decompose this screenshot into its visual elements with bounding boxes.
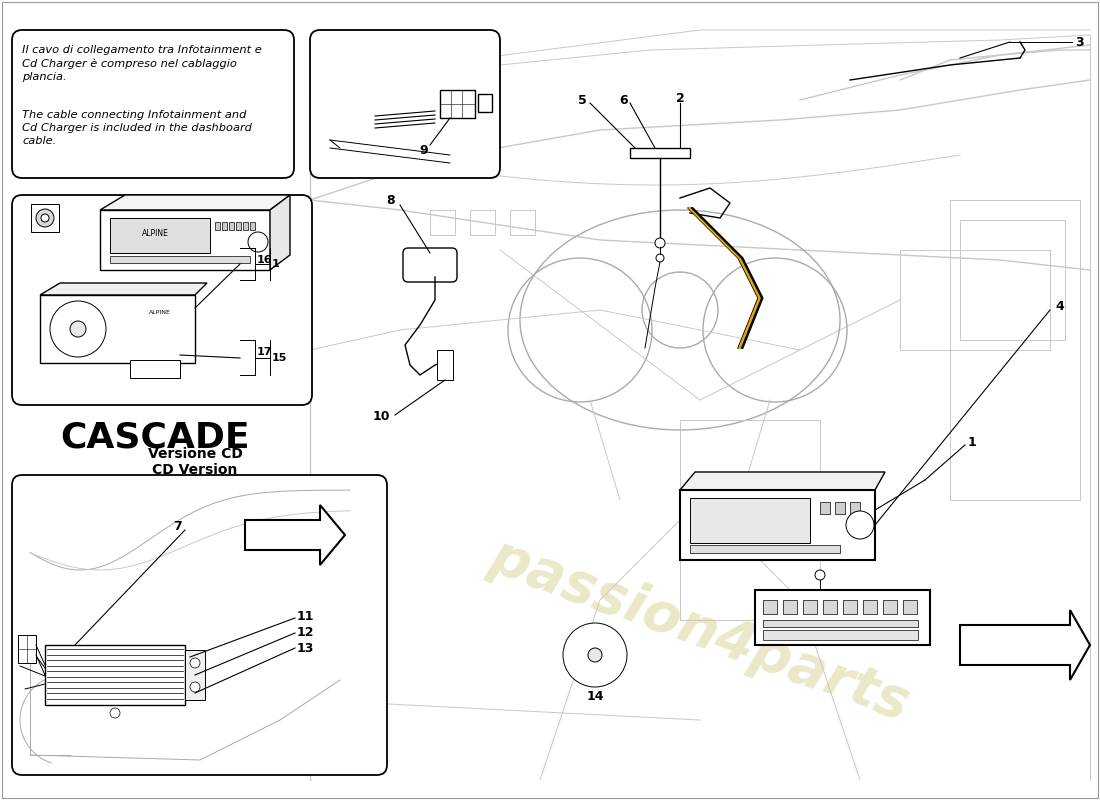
Bar xyxy=(18,635,36,663)
Bar xyxy=(763,630,918,640)
Text: ALPINE: ALPINE xyxy=(150,310,170,315)
Text: 11: 11 xyxy=(297,610,315,623)
Text: 16: 16 xyxy=(257,255,273,265)
Bar xyxy=(440,90,475,118)
Text: 10: 10 xyxy=(373,410,390,423)
Text: 14: 14 xyxy=(586,690,604,703)
Circle shape xyxy=(36,209,54,227)
Bar xyxy=(843,600,857,614)
Circle shape xyxy=(588,648,602,662)
Bar xyxy=(31,204,59,232)
Circle shape xyxy=(815,570,825,580)
Circle shape xyxy=(190,658,200,668)
Text: 9: 9 xyxy=(419,143,428,157)
FancyBboxPatch shape xyxy=(12,475,387,775)
Bar xyxy=(243,222,248,230)
Polygon shape xyxy=(100,195,290,210)
Bar xyxy=(110,256,250,263)
Bar xyxy=(470,210,495,235)
Bar xyxy=(630,148,690,158)
Circle shape xyxy=(110,708,120,718)
Bar xyxy=(835,502,845,514)
Bar xyxy=(510,210,535,235)
Circle shape xyxy=(656,254,664,262)
Bar xyxy=(803,600,817,614)
Bar xyxy=(783,600,798,614)
Bar xyxy=(430,210,455,235)
Text: 12: 12 xyxy=(297,626,315,639)
Circle shape xyxy=(654,238,666,248)
FancyBboxPatch shape xyxy=(12,30,294,178)
Bar xyxy=(820,502,830,514)
Bar xyxy=(110,218,210,253)
Text: CASCADE: CASCADE xyxy=(60,420,250,454)
Text: 13: 13 xyxy=(297,642,315,654)
FancyBboxPatch shape xyxy=(403,248,456,282)
Polygon shape xyxy=(270,195,290,270)
Text: 5: 5 xyxy=(579,94,587,106)
Bar xyxy=(229,222,234,230)
Text: 6: 6 xyxy=(619,94,628,106)
Bar xyxy=(823,600,837,614)
Circle shape xyxy=(70,321,86,337)
Circle shape xyxy=(50,301,106,357)
Bar xyxy=(850,502,860,514)
Bar xyxy=(214,222,220,230)
Bar xyxy=(130,360,180,378)
Text: 1: 1 xyxy=(968,435,977,449)
Bar xyxy=(690,498,810,543)
Bar xyxy=(680,420,820,620)
Bar xyxy=(45,645,185,705)
Text: 15: 15 xyxy=(272,353,287,363)
Text: passion4parts: passion4parts xyxy=(483,529,917,731)
Text: The cable connecting Infotainment and
Cd Charger is included in the dashboard
ca: The cable connecting Infotainment and Cd… xyxy=(22,110,252,146)
Bar xyxy=(763,600,777,614)
Bar xyxy=(680,490,874,560)
Text: 4: 4 xyxy=(1055,301,1064,314)
Bar xyxy=(900,250,1050,350)
Bar xyxy=(478,94,492,112)
Polygon shape xyxy=(40,283,207,295)
Circle shape xyxy=(846,511,874,539)
Circle shape xyxy=(41,214,50,222)
Text: 2: 2 xyxy=(675,91,684,105)
Bar xyxy=(690,545,840,553)
Text: 1: 1 xyxy=(272,259,279,269)
Circle shape xyxy=(248,232,268,252)
Circle shape xyxy=(190,682,200,692)
FancyBboxPatch shape xyxy=(310,30,500,178)
Bar xyxy=(763,620,918,627)
Text: 17: 17 xyxy=(257,347,273,357)
Bar xyxy=(883,600,896,614)
FancyBboxPatch shape xyxy=(12,195,312,405)
Bar xyxy=(185,650,205,700)
Bar xyxy=(755,590,930,645)
Text: Il cavo di collegamento tra Infotainment e
Cd Charger è compreso nel cablaggio
p: Il cavo di collegamento tra Infotainment… xyxy=(22,45,262,82)
Text: 8: 8 xyxy=(386,194,395,206)
Bar xyxy=(437,350,453,380)
Polygon shape xyxy=(245,505,345,565)
Bar xyxy=(236,222,241,230)
Text: Versione CD
CD Version: Versione CD CD Version xyxy=(147,447,242,477)
Polygon shape xyxy=(680,472,886,490)
Text: 3: 3 xyxy=(1075,35,1084,49)
Bar xyxy=(222,222,227,230)
Bar xyxy=(903,600,917,614)
Bar xyxy=(40,295,195,363)
Bar xyxy=(250,222,255,230)
Bar xyxy=(864,600,877,614)
Text: ALPINE: ALPINE xyxy=(142,230,168,238)
Circle shape xyxy=(563,623,627,687)
Polygon shape xyxy=(960,610,1090,680)
Bar xyxy=(960,220,1065,340)
Bar xyxy=(950,200,1080,500)
Text: 7: 7 xyxy=(174,519,182,533)
Bar xyxy=(100,210,270,270)
